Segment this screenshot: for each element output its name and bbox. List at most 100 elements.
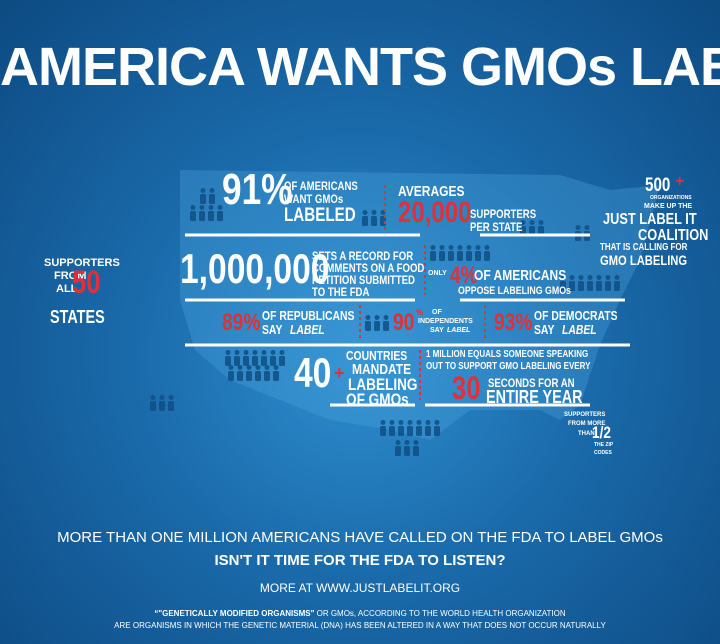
person-icon xyxy=(261,356,267,366)
person-icon xyxy=(578,275,584,280)
text: MANDATE xyxy=(352,361,412,378)
person-icon xyxy=(404,446,410,456)
text: WANT GMOs xyxy=(284,192,344,206)
person-icon xyxy=(587,281,593,291)
person-icon xyxy=(270,356,276,366)
stat: 50 xyxy=(72,264,101,300)
title: AMERICA WANTS GMOs LABELED xyxy=(0,37,720,97)
footer-line: ISN'T IT TIME FOR THE FDA TO LISTEN? xyxy=(214,552,506,569)
text: + xyxy=(675,173,685,190)
person-icon xyxy=(279,356,285,366)
person-icon xyxy=(208,205,214,210)
text: ENTIRE YEAR xyxy=(486,387,583,407)
person-icon xyxy=(159,395,165,400)
text: TO THE FDA xyxy=(312,285,370,299)
person-icon xyxy=(225,350,231,355)
text: OF DEMOCRATS xyxy=(534,308,618,323)
text: COMMENTS ON A FOOD xyxy=(312,261,425,275)
text: LABELING xyxy=(348,375,418,394)
person-icon xyxy=(425,426,431,436)
person-icon xyxy=(209,188,215,193)
text: % xyxy=(416,308,424,317)
person-icon xyxy=(255,371,261,381)
person-icon xyxy=(538,220,544,225)
person-icon xyxy=(398,426,404,436)
person-icon xyxy=(404,440,410,445)
text: ORGANIZATIONS xyxy=(650,195,692,201)
person-icon xyxy=(605,281,611,291)
red-dividers xyxy=(359,185,486,400)
footer-line: MORE THAN ONE MILLION AMERICANS HAVE CAL… xyxy=(57,529,663,546)
person-icon xyxy=(380,420,386,425)
text: MAKE UP THE xyxy=(644,203,693,210)
text: LABEL xyxy=(447,327,471,334)
person-icon xyxy=(383,315,389,320)
footer-link: MORE AT WWW.JUSTLABELIT.ORG xyxy=(259,581,461,595)
person-icon xyxy=(246,365,252,370)
person-icon xyxy=(413,446,419,456)
person-icon xyxy=(416,420,422,425)
person-icon xyxy=(529,220,535,225)
text: OF AMERICANS xyxy=(474,267,567,284)
person-icon xyxy=(575,225,581,230)
text: SAY xyxy=(430,327,444,334)
person-icon xyxy=(389,426,395,436)
person-icon xyxy=(273,365,279,370)
person-icon xyxy=(395,440,401,445)
stat: 20,000 xyxy=(398,196,472,229)
person-icon xyxy=(252,350,258,355)
person-icon xyxy=(605,275,611,280)
text: OF xyxy=(432,309,442,316)
person-icon xyxy=(365,321,371,331)
person-icon xyxy=(168,395,174,400)
person-icon xyxy=(484,251,490,261)
person-icon xyxy=(430,245,436,250)
text: THE ZIP xyxy=(594,442,614,448)
person-icon xyxy=(261,350,267,355)
text: FROM xyxy=(54,270,87,282)
person-icon xyxy=(569,275,575,280)
person-icon xyxy=(457,245,463,250)
person-icon xyxy=(371,216,377,226)
text: ONLY xyxy=(428,270,447,277)
person-icon xyxy=(439,251,445,261)
text: PER STATE xyxy=(470,220,523,234)
dividers xyxy=(185,233,630,407)
person-icon xyxy=(279,350,285,355)
person-icon xyxy=(569,281,575,291)
person-icon xyxy=(168,401,174,411)
person-icon xyxy=(200,188,206,193)
person-icon xyxy=(362,210,368,215)
person-icon xyxy=(475,245,481,250)
text: THAN xyxy=(578,431,595,437)
person-icon xyxy=(255,365,261,370)
text: ALL xyxy=(56,283,78,295)
person-icon xyxy=(596,281,602,291)
stat: 91% xyxy=(222,165,293,214)
text: SAY xyxy=(534,322,555,337)
person-icon xyxy=(475,251,481,261)
text: SAY xyxy=(262,322,283,337)
person-icon xyxy=(484,245,490,250)
person-icon xyxy=(217,205,223,210)
text: COALITION xyxy=(638,227,709,244)
person-icon xyxy=(234,350,240,355)
text: JUST LABEL IT xyxy=(603,211,697,228)
person-icon xyxy=(374,315,380,320)
stat: 500 xyxy=(645,175,671,196)
person-icon xyxy=(434,420,440,425)
person-icon xyxy=(264,365,270,370)
person-icon xyxy=(448,245,454,250)
person-icon xyxy=(234,356,240,366)
text: OUT TO SUPPORT GMO LABELING EVERY xyxy=(426,361,591,372)
text: SETS A RECORD FOR xyxy=(312,249,414,263)
text: OPPOSE LABELING GMOs xyxy=(458,285,571,297)
person-icon xyxy=(365,315,371,320)
text: OF AMERICANS xyxy=(284,179,358,193)
person-icon xyxy=(208,211,214,221)
text: + xyxy=(334,363,345,383)
person-icon xyxy=(584,225,590,230)
person-icon xyxy=(150,401,156,411)
person-icon xyxy=(520,220,526,225)
person-icon xyxy=(395,446,401,456)
